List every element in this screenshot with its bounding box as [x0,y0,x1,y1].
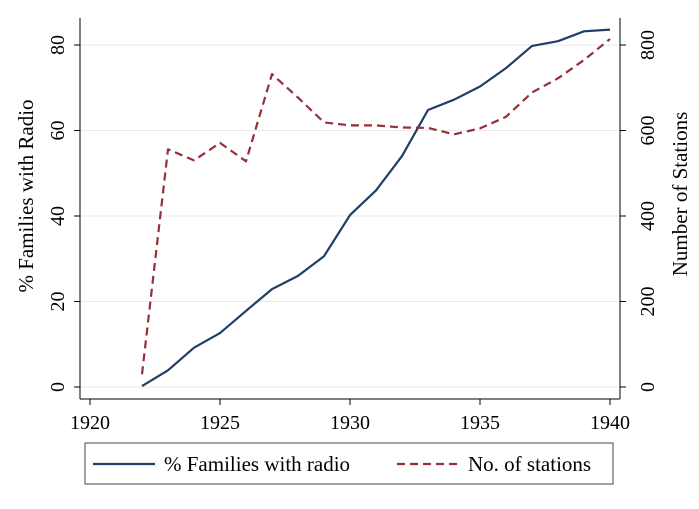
legend: % Families with radio No. of stations [84,442,614,485]
y-left-tick-label: 60 [47,121,69,141]
y-right-tick-label: 600 [637,116,659,146]
y-right-axis-title: Number of Stations [668,112,692,276]
tick-labels: 1920 1925 1930 1935 194002040608002004006008… [47,30,659,434]
x-tick-label: 1935 [460,412,500,434]
y-right-tick-label: 400 [637,201,659,231]
y-left-tick-label: 20 [47,292,69,312]
y-right-tick-label: 800 [637,30,659,60]
x-tick-label: 1940 [590,412,630,434]
y-left-tick-label: 80 [47,35,69,55]
series-lines [140,28,611,388]
y-right-tick-label: 200 [637,287,659,317]
x-tick-label: 1925 [200,412,240,434]
y-right-tick-label: 0 [637,382,659,392]
series-line-stations [140,38,611,375]
legend-label-families: % Families with radio [164,452,350,476]
legend-box [84,442,614,485]
y-left-tick-label: 0 [47,382,69,392]
y-left-tick-label: 40 [47,206,69,226]
x-tick-label: 1930 [330,412,370,434]
axes [74,18,626,405]
legend-label-stations: No. of stations [468,452,591,476]
y-left-axis-title: % Families with Radio [14,99,38,292]
x-tick-label: 1920 [70,412,110,434]
series-line-families [141,28,611,388]
